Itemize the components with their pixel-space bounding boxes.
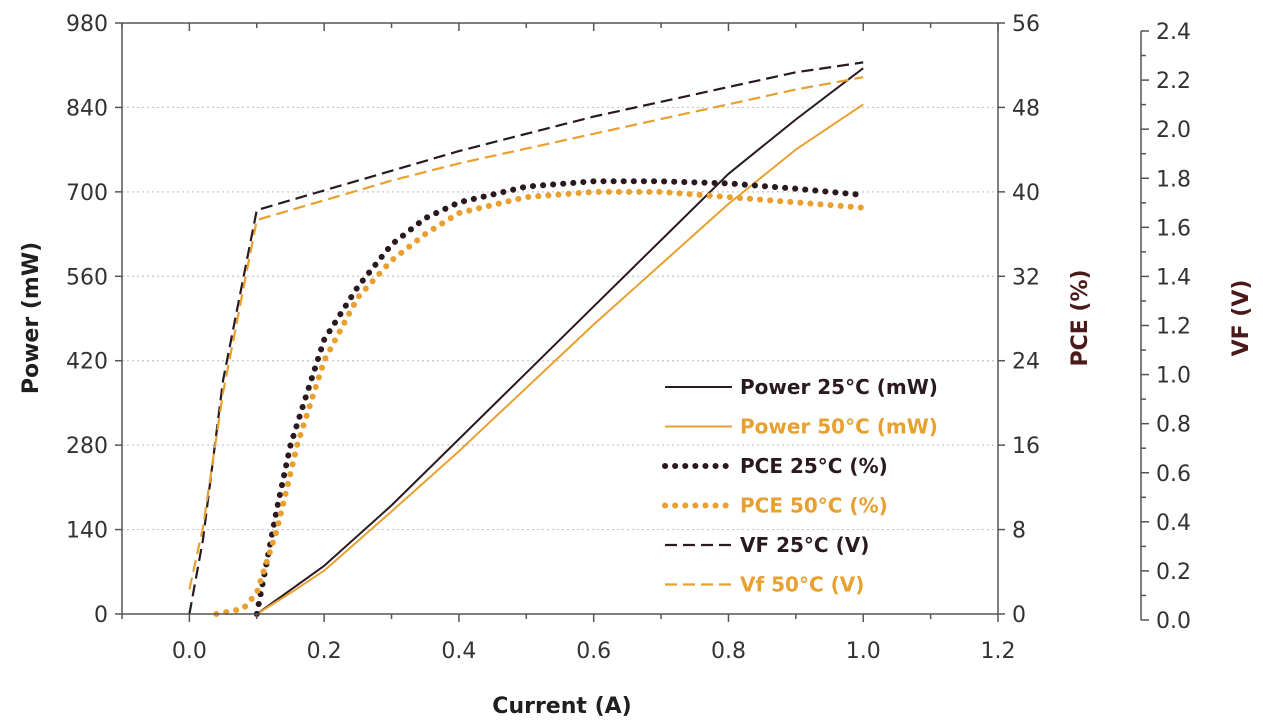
x-tick-label: 0.6 [576,639,611,664]
x-tick-label: 0.0 [172,639,207,664]
power-tick-label: 420 [66,350,108,375]
pce-tick-label: 16 [1012,434,1040,459]
legend: Power 25°C (mW) Power 50°C (mW) PCE 25°C (… [662,375,938,597]
x-tick-label: 0.8 [711,639,746,664]
series-lines [188,61,867,617]
pce-tick-label: 8 [1012,519,1026,544]
vf-tick-label: 0.8 [1156,413,1191,438]
series-line-2 [256,103,864,615]
power-tick-label: 140 [66,519,108,544]
vf-tick-label: 0.4 [1156,511,1191,536]
power-tick-label: 980 [66,12,108,37]
x-axis-title: Current (A) [492,694,631,719]
series-line-5 [188,61,864,615]
x-tick-label: 1.2 [981,639,1016,664]
pce-tick-label: 32 [1012,265,1040,290]
series-line-4 [213,188,867,617]
vf-tick-label: 0.2 [1156,560,1191,585]
pce-tick-label: 56 [1012,12,1040,37]
power-tick-label: 840 [66,96,108,121]
vf-tick-label: 2.4 [1156,20,1191,45]
vf-tick-label: 2.0 [1156,118,1191,143]
vf-tick-label: 1.0 [1156,364,1191,389]
x-tick-label: 0.2 [307,639,342,664]
vf-tick-label: 0.6 [1156,462,1191,487]
legend-label-5: VF 25°C (V) [740,533,869,557]
x-tick-label: 1.0 [846,639,881,664]
vf-tick-label: 2.2 [1156,69,1191,94]
vf-tick-label: 1.4 [1156,265,1191,290]
power-tick-label: 0 [94,603,108,628]
series-line-6 [188,76,864,590]
pce-tick-label: 24 [1012,350,1040,375]
power-tick-label: 560 [66,265,108,290]
legend-label-1: Power 25°C (mW) [740,375,938,399]
vf-axis-title: VF (V) [1229,280,1254,357]
power-tick-label: 700 [66,181,108,206]
vf-tick-label: 1.2 [1156,315,1191,340]
power-tick-label: 280 [66,434,108,459]
pce-tick-label: 48 [1012,96,1040,121]
legend-label-6: Vf 50°C (V) [740,573,864,597]
vf-tick-label: 1.8 [1156,167,1191,192]
axes: 0 140 280 420 560 700 840 980 0 8 16 24 32 40 48 56 0.0 0… [66,12,1191,664]
vf-tick-label: 1.6 [1156,216,1191,241]
pce-axis-title: PCE (%) [1068,269,1093,366]
legend-label-3: PCE 25°C (%) [740,454,888,478]
series-line-3 [253,178,867,617]
power-axis-title: Power (mW) [19,242,44,394]
legend-label-4: PCE 50°C (%) [740,494,888,518]
pce-tick-label: 0 [1012,603,1026,628]
legend-label-2: Power 50°C (mW) [740,415,938,439]
pce-tick-label: 40 [1012,181,1040,206]
series-line-1 [256,67,864,615]
x-tick-label: 0.4 [441,639,476,664]
vf-tick-label: 0.0 [1156,609,1191,634]
